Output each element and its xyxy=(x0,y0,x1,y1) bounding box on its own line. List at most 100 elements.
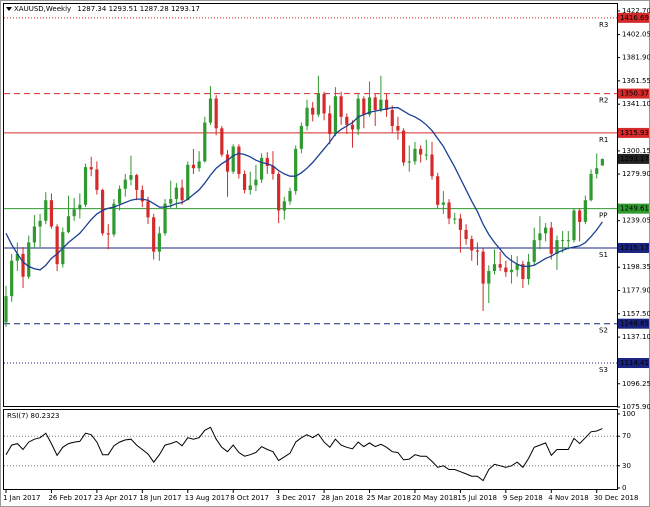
chart-header: XAUUSD,Weekly 1287.34 1293.51 1287.28 12… xyxy=(14,5,200,13)
candle-body xyxy=(288,191,292,202)
candle-body xyxy=(186,164,190,201)
candle-body xyxy=(458,218,462,230)
rsi-tick-label: 30 xyxy=(622,462,631,470)
candle-body xyxy=(305,107,309,126)
header-close: 1293.17 xyxy=(171,5,200,13)
price-box xyxy=(618,153,649,164)
candle-body xyxy=(373,97,377,110)
rsi-label: RSI(7) xyxy=(7,412,29,420)
level-value: 1315.93 xyxy=(620,129,649,137)
candle-body xyxy=(498,264,502,268)
candle-body xyxy=(453,218,457,220)
level-value-box xyxy=(618,88,649,99)
candle-body xyxy=(237,146,241,174)
candle-body xyxy=(163,203,167,234)
candle-body xyxy=(4,296,8,323)
candle-body xyxy=(356,98,360,130)
candle-body xyxy=(447,202,451,219)
candle-body xyxy=(294,148,298,192)
candle-body xyxy=(390,110,394,126)
candle-body xyxy=(277,173,281,211)
candle-body xyxy=(583,200,587,222)
rsi-tick-label: 70 xyxy=(622,432,631,440)
candle-body xyxy=(538,233,542,241)
x-tick-label: 13 Aug 2017 xyxy=(185,494,230,502)
y-tick-label: 1381.90 xyxy=(622,54,650,62)
candle-body xyxy=(413,148,417,162)
candle-body xyxy=(339,96,343,117)
candle-body xyxy=(521,264,525,279)
candle-body xyxy=(191,164,196,169)
candle-body xyxy=(44,200,48,221)
candle-body xyxy=(203,122,207,162)
candle-body xyxy=(555,240,559,254)
x-tick-label: 8 Oct 2017 xyxy=(230,494,269,502)
candle-body xyxy=(282,201,286,211)
candle-body xyxy=(265,157,269,166)
y-tick-label: 1300.15 xyxy=(622,147,650,155)
candle-body xyxy=(578,210,582,222)
x-tick-label: 20 May 2018 xyxy=(412,494,458,502)
candle-body xyxy=(384,99,389,110)
candle-body xyxy=(260,157,264,180)
candle-body xyxy=(367,97,372,115)
x-tick-label: 30 Dec 2018 xyxy=(594,494,639,502)
x-tick-label: 15 Jul 2018 xyxy=(457,494,497,502)
rsi-line xyxy=(5,426,603,482)
candle-body xyxy=(140,189,144,202)
level-name: S3 xyxy=(599,366,608,374)
candle-body xyxy=(242,173,247,190)
candle-body xyxy=(32,226,36,243)
y-tick-label: 1402.05 xyxy=(622,31,650,39)
candle-body xyxy=(174,187,178,200)
candle-body xyxy=(129,175,133,180)
candle-body xyxy=(123,179,127,189)
collapse-icon xyxy=(6,7,12,11)
candle-body xyxy=(419,148,423,155)
y-tick-label: 1361.55 xyxy=(622,77,650,85)
candle-body xyxy=(402,130,406,163)
rsi-value: 80.2323 xyxy=(31,412,60,420)
candle-body xyxy=(424,154,428,156)
level-value-box xyxy=(618,127,649,138)
candle-body xyxy=(248,185,252,190)
candle-body xyxy=(526,261,531,279)
level-value: 1249.61 xyxy=(620,205,649,213)
candle-body xyxy=(225,154,230,172)
candle-body xyxy=(169,199,173,204)
level-value: 1350.37 xyxy=(620,90,649,98)
candle-body xyxy=(106,233,110,235)
rsi-panel xyxy=(3,409,618,490)
y-tick-label: 1177.90 xyxy=(622,287,650,295)
candle-body xyxy=(146,201,150,218)
candle-body xyxy=(396,125,400,131)
candle-body xyxy=(487,271,491,284)
candle-body xyxy=(595,168,599,174)
candle-body xyxy=(544,227,548,234)
x-tick-label: 1 Jan 2017 xyxy=(3,494,41,502)
candle-body xyxy=(407,161,411,163)
candle-body xyxy=(566,240,570,242)
x-tick-label: 25 Mar 2018 xyxy=(367,494,411,502)
candle-body xyxy=(509,269,514,273)
y-tick-label: 1341.10 xyxy=(622,100,650,108)
y-tick-label: 1422.70 xyxy=(622,7,650,15)
candle-body xyxy=(561,240,565,242)
candle-body xyxy=(10,260,14,297)
candle-body xyxy=(118,188,122,204)
candle-body xyxy=(481,251,485,284)
level-name: S2 xyxy=(599,327,608,335)
x-tick-label: 28 Jan 2018 xyxy=(321,494,363,502)
candle-body xyxy=(135,175,139,190)
candle-body xyxy=(157,233,161,252)
y-tick-label: 1239.05 xyxy=(622,217,650,225)
candle-body xyxy=(333,96,338,134)
level-value-box xyxy=(618,358,649,369)
level-name: R1 xyxy=(599,136,608,144)
header-high: 1293.51 xyxy=(109,5,138,13)
candle-body xyxy=(504,267,508,273)
x-tick-label: 18 Jun 2017 xyxy=(139,494,181,502)
candle-body xyxy=(299,125,303,149)
candle-body xyxy=(271,165,275,174)
